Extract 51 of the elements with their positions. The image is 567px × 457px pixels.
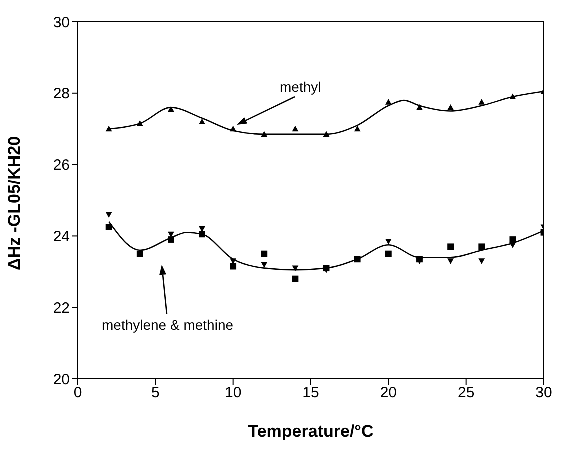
point bbox=[478, 258, 486, 264]
y-tick-label: 30 bbox=[53, 14, 70, 32]
point bbox=[510, 94, 516, 100]
x-tick-label: 30 bbox=[536, 384, 552, 402]
x-tick-label: 20 bbox=[380, 384, 398, 402]
annotation: methyl bbox=[280, 79, 322, 95]
annotation: methylene & methine bbox=[102, 317, 234, 333]
point bbox=[323, 131, 330, 138]
point bbox=[168, 106, 174, 112]
x-tick-label: 10 bbox=[224, 384, 242, 402]
point bbox=[478, 99, 486, 105]
y-tick-label: 28 bbox=[53, 86, 70, 103]
point bbox=[261, 250, 268, 258]
point bbox=[448, 258, 454, 264]
x-tick-label: 5 bbox=[151, 384, 160, 402]
point bbox=[385, 238, 392, 245]
point bbox=[292, 126, 299, 132]
x-axis-title: Temperature/°C bbox=[248, 422, 374, 441]
point bbox=[292, 266, 299, 272]
point bbox=[354, 256, 361, 263]
point bbox=[510, 242, 516, 248]
point bbox=[168, 236, 174, 243]
point bbox=[354, 126, 361, 132]
point bbox=[106, 212, 112, 218]
point bbox=[448, 104, 454, 110]
y-tick-label: 26 bbox=[53, 157, 70, 174]
point bbox=[478, 244, 486, 250]
x-tick-label: 25 bbox=[458, 384, 475, 402]
point bbox=[136, 120, 144, 126]
x-tick-label: 0 bbox=[74, 384, 82, 402]
point bbox=[385, 99, 392, 105]
point bbox=[230, 263, 237, 270]
x-tick-label: 15 bbox=[302, 384, 320, 402]
y-tick-label: 20 bbox=[53, 371, 70, 388]
point bbox=[230, 258, 237, 264]
point bbox=[448, 244, 454, 250]
point bbox=[136, 250, 144, 258]
point bbox=[106, 224, 112, 230]
point bbox=[261, 262, 268, 268]
point bbox=[106, 126, 112, 132]
point bbox=[199, 231, 206, 238]
point bbox=[261, 131, 268, 138]
point bbox=[416, 104, 423, 110]
y-axis-title: ΔHz -GL05/KH20 bbox=[5, 136, 24, 270]
y-tick-label: 22 bbox=[53, 300, 70, 317]
point bbox=[510, 236, 516, 243]
point bbox=[199, 118, 206, 125]
point bbox=[230, 126, 237, 132]
point bbox=[416, 258, 423, 264]
point bbox=[385, 250, 392, 258]
y-tick-label: 24 bbox=[53, 228, 70, 246]
